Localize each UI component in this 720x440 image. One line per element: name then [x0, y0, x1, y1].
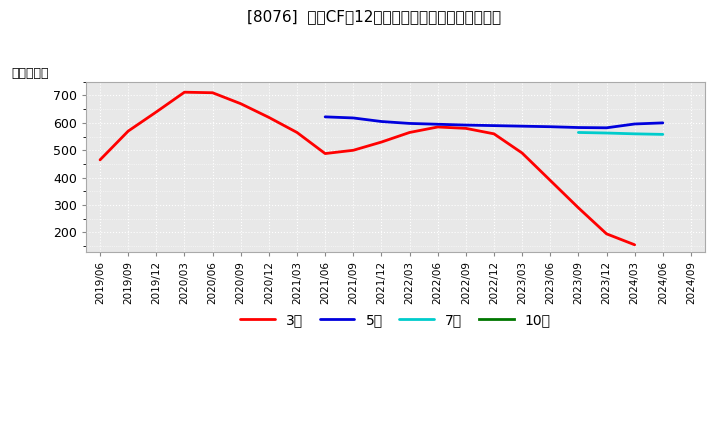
Y-axis label: （百万円）: （百万円） — [12, 67, 49, 80]
Text: [8076]  投賄CFの12か月移動合計の標準偏差の推移: [8076] 投賄CFの12か月移動合計の標準偏差の推移 — [248, 9, 501, 24]
Legend: 3年, 5年, 7年, 10年: 3年, 5年, 7年, 10年 — [240, 313, 551, 327]
